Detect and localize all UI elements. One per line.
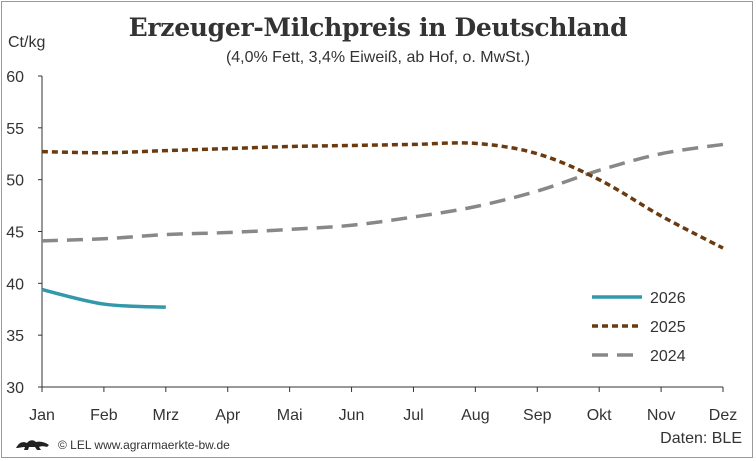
series-line-2024 [41,142,724,243]
y-tick-label: 30 [6,380,24,397]
copyright-text: © LEL www.agrarmaerkte-bw.de [58,438,230,452]
y-axis-unit: Ct/kg [8,34,46,51]
x-tick-label: Jul [403,407,423,424]
x-tick-label: Jan [29,407,55,424]
legend-label-2024: 2024 [650,348,686,365]
chart-subtitle: (4,0% Fett, 3,4% Eiweiß, ab Hof, o. MwSt… [225,49,531,66]
x-tick-label: Mrz [152,407,179,424]
y-tick-label: 40 [6,276,24,293]
y-tick-label: 60 [6,69,24,86]
x-tick-label: Feb [90,407,118,424]
data-source: Daten: BLE [660,430,742,447]
legend-label-2026: 2026 [650,290,686,307]
y-tick-label: 45 [6,225,24,242]
x-tick-label: Sep [523,407,552,424]
x-tick-label: Aug [461,407,489,424]
x-tick-label: Apr [215,407,241,424]
lion-logo-icon [16,440,49,450]
legend-label-2025: 2025 [650,319,686,336]
y-tick-label: 35 [6,328,24,345]
y-tick-label: 55 [6,121,24,138]
series-line-2025 [41,141,724,250]
x-tick-label: Jun [339,407,365,424]
x-tick-label: Mai [277,407,303,424]
chart-title: Erzeuger-Milchpreis in Deutschland [128,13,628,42]
x-tick-label: Okt [587,407,612,424]
x-tick-label: Dez [709,407,737,424]
y-tick-label: 50 [6,173,24,190]
series-line-2026 [41,287,166,309]
footer-credit: © LEL www.agrarmaerkte-bw.de [14,438,230,452]
x-tick-label: Nov [647,407,675,424]
